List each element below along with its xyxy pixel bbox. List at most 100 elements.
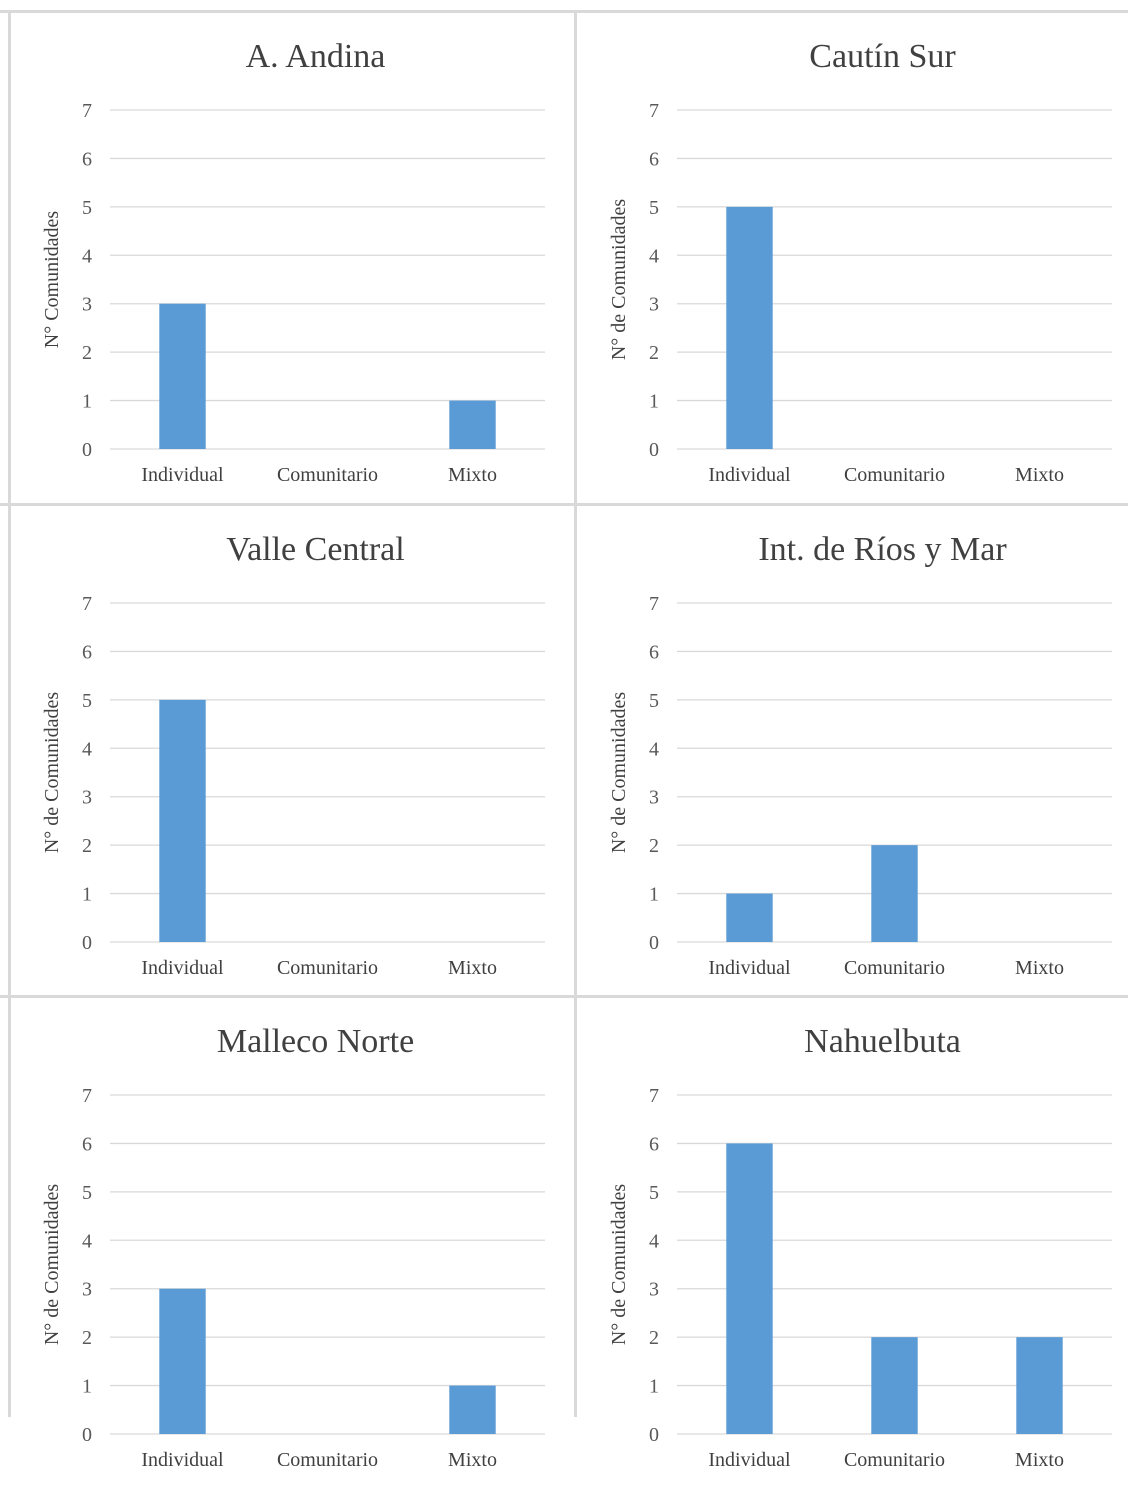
x-category-label: Mixto [448,464,497,486]
y-tick-label: 1 [649,391,659,413]
y-tick-label: 2 [649,1327,659,1349]
y-tick-label: 1 [82,391,92,413]
bar [449,1385,496,1434]
y-tick-label: 7 [649,593,659,615]
y-tick-label: 5 [82,1182,92,1204]
bar-chart: Cautín Sur 0 1 2 3 4 5 6 7 N° de Comunidades Indiv… [608,38,1112,486]
x-category-label: Individual [708,957,791,979]
bar [159,1288,206,1434]
y-tick-label: 7 [649,100,659,122]
y-tick-label: 5 [82,197,92,219]
y-tick-label: 3 [649,1279,659,1301]
y-tick-label: 3 [82,787,92,809]
left-border [8,10,11,1417]
y-tick-label: 3 [649,787,659,809]
y-tick-label: 5 [649,690,659,712]
y-tick-label: 4 [82,738,92,760]
bar-chart: Nahuelbuta 0 1 2 3 4 5 6 7 N° de Comunidades Indiv… [608,1023,1112,1471]
x-category-label: Individual [708,1449,791,1471]
bar [871,1337,918,1434]
column-divider [574,10,577,1417]
chart-title: Cautín Sur [809,38,956,75]
chart-panel-int-rios-mar: Int. de Ríos y Mar 0 1 2 3 4 5 6 7 N° de Comunida… [577,506,1128,994]
y-tick-label: 7 [82,100,92,122]
x-category-label: Mixto [1015,957,1064,979]
bar-chart: Malleco Norte 0 1 2 3 4 5 6 7 N° de Comunidades In… [41,1023,545,1471]
y-tick-label: 6 [82,641,92,663]
y-axis-label: N° Comunidades [41,211,63,349]
row-divider [0,995,1128,998]
x-category-label: Mixto [448,957,497,979]
y-tick-label: 2 [82,835,92,857]
y-tick-label: 0 [649,932,659,954]
chart-title: A. Andina [246,38,386,75]
y-tick-label: 6 [82,148,92,170]
x-category-label: Comunitario [277,464,378,486]
x-category-label: Comunitario [844,464,945,486]
y-axis-label: N° de Comunidades [41,692,63,854]
chart-grid: A. Andina 0 1 2 3 4 5 6 7 N° Comunidades Individua… [0,10,1128,1471]
y-tick-label: 0 [649,439,659,461]
y-tick-label: 5 [649,197,659,219]
chart-title: Nahuelbuta [804,1023,961,1060]
y-tick-label: 0 [82,932,92,954]
x-category-label: Comunitario [277,957,378,979]
y-tick-label: 4 [649,738,659,760]
y-tick-label: 2 [649,342,659,364]
x-category-label: Individual [141,1449,224,1471]
bar-chart: A. Andina 0 1 2 3 4 5 6 7 N° Comunidades Individua… [41,38,545,486]
y-tick-label: 6 [649,1133,659,1155]
y-tick-label: 5 [82,690,92,712]
y-axis-label: N° de Comunidades [608,199,630,361]
y-tick-label: 0 [649,1424,659,1446]
chart-panel-nahuelbuta: Nahuelbuta 0 1 2 3 4 5 6 7 N° de Comunidades Indiv… [577,998,1128,1486]
chart-title: Int. de Ríos y Mar [758,531,1007,568]
chart-panel-malleco-norte: Malleco Norte 0 1 2 3 4 5 6 7 N° de Comunidades In… [10,998,570,1486]
bar [726,1143,773,1434]
y-tick-label: 3 [82,1279,92,1301]
bar [159,303,206,449]
x-category-label: Mixto [448,1449,497,1471]
y-tick-label: 4 [649,1230,659,1252]
y-tick-label: 0 [82,1424,92,1446]
y-tick-label: 6 [649,641,659,663]
x-category-label: Individual [708,464,791,486]
bar [1016,1337,1063,1434]
y-tick-label: 3 [649,294,659,316]
y-tick-label: 4 [82,245,92,267]
x-category-label: Mixto [1015,464,1064,486]
top-border [0,10,1128,13]
y-tick-label: 4 [649,245,659,267]
y-tick-label: 5 [649,1182,659,1204]
y-tick-label: 7 [82,1085,92,1107]
bar [871,845,918,942]
y-tick-label: 7 [82,593,92,615]
x-category-label: Individual [141,464,224,486]
bar [449,400,496,449]
x-category-label: Comunitario [277,1449,378,1471]
x-category-label: Mixto [1015,1449,1064,1471]
x-category-label: Individual [141,957,224,979]
x-category-label: Comunitario [844,957,945,979]
y-axis-label: N° de Comunidades [608,1184,630,1346]
chart-panel-valle-central: Valle Central 0 1 2 3 4 5 6 7 N° de Comunidades In… [10,506,570,994]
y-tick-label: 7 [649,1085,659,1107]
bar-chart: Valle Central 0 1 2 3 4 5 6 7 N° de Comunidades In… [41,531,545,979]
y-tick-label: 6 [649,148,659,170]
y-tick-label: 2 [649,835,659,857]
bar-chart: Int. de Ríos y Mar 0 1 2 3 4 5 6 7 N° de Comunida… [608,531,1112,979]
y-tick-label: 3 [82,294,92,316]
bar [159,699,206,942]
y-axis-label: N° de Comunidades [608,692,630,854]
bar [726,206,773,449]
chart-panel-a-andina: A. Andina 0 1 2 3 4 5 6 7 N° Comunidades Individua… [10,13,570,501]
y-tick-label: 4 [82,1230,92,1252]
x-category-label: Comunitario [844,1449,945,1471]
chart-title: Malleco Norte [217,1023,414,1060]
chart-title: Valle Central [226,531,404,568]
row-divider [0,503,1128,506]
y-tick-label: 6 [82,1133,92,1155]
y-tick-label: 0 [82,439,92,461]
y-tick-label: 1 [649,884,659,906]
y-tick-label: 1 [649,1376,659,1398]
